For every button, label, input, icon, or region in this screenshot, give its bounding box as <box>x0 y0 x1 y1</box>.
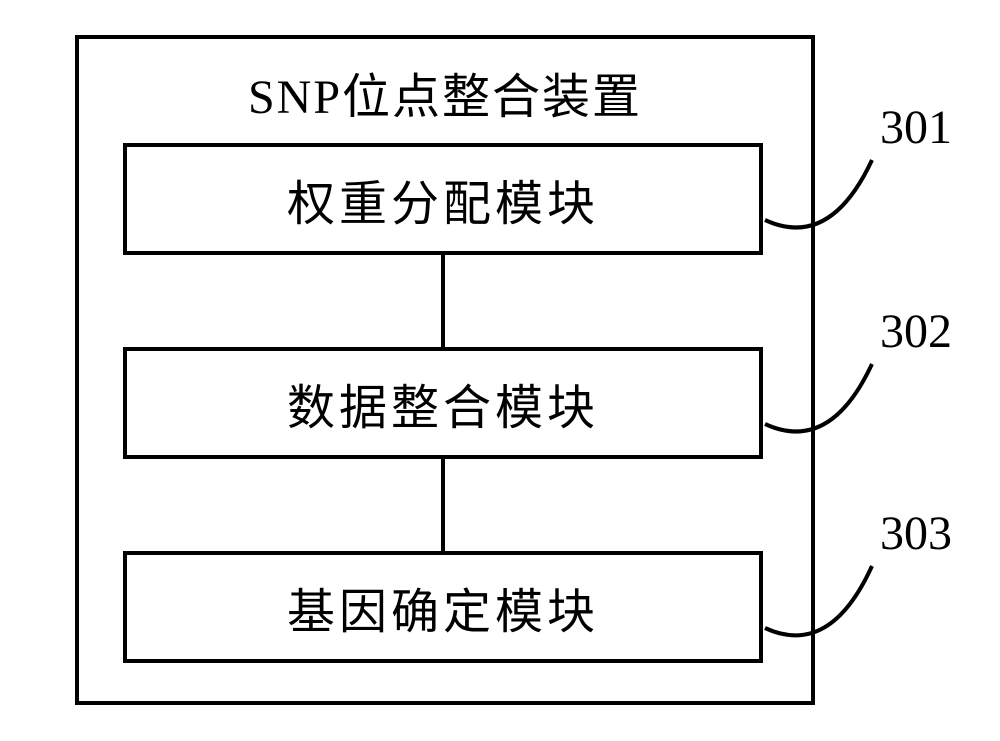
module-label-302: 数据整合模块 <box>287 368 599 438</box>
module-label-303: 基因确定模块 <box>287 572 599 642</box>
diagram-container: SNP位点整合装置 权重分配模块 数据整合模块 基因确定模块 <box>75 35 815 705</box>
ref-label-303: 303 <box>880 506 952 561</box>
connector-301-302 <box>441 255 445 347</box>
connector-302-303 <box>441 459 445 551</box>
module-box-303: 基因确定模块 <box>123 551 763 663</box>
diagram-title: SNP位点整合装置 <box>75 57 815 127</box>
module-box-301: 权重分配模块 <box>123 143 763 255</box>
ref-label-301: 301 <box>880 100 952 155</box>
module-label-301: 权重分配模块 <box>287 164 599 234</box>
module-box-302: 数据整合模块 <box>123 347 763 459</box>
ref-label-302: 302 <box>880 304 952 359</box>
